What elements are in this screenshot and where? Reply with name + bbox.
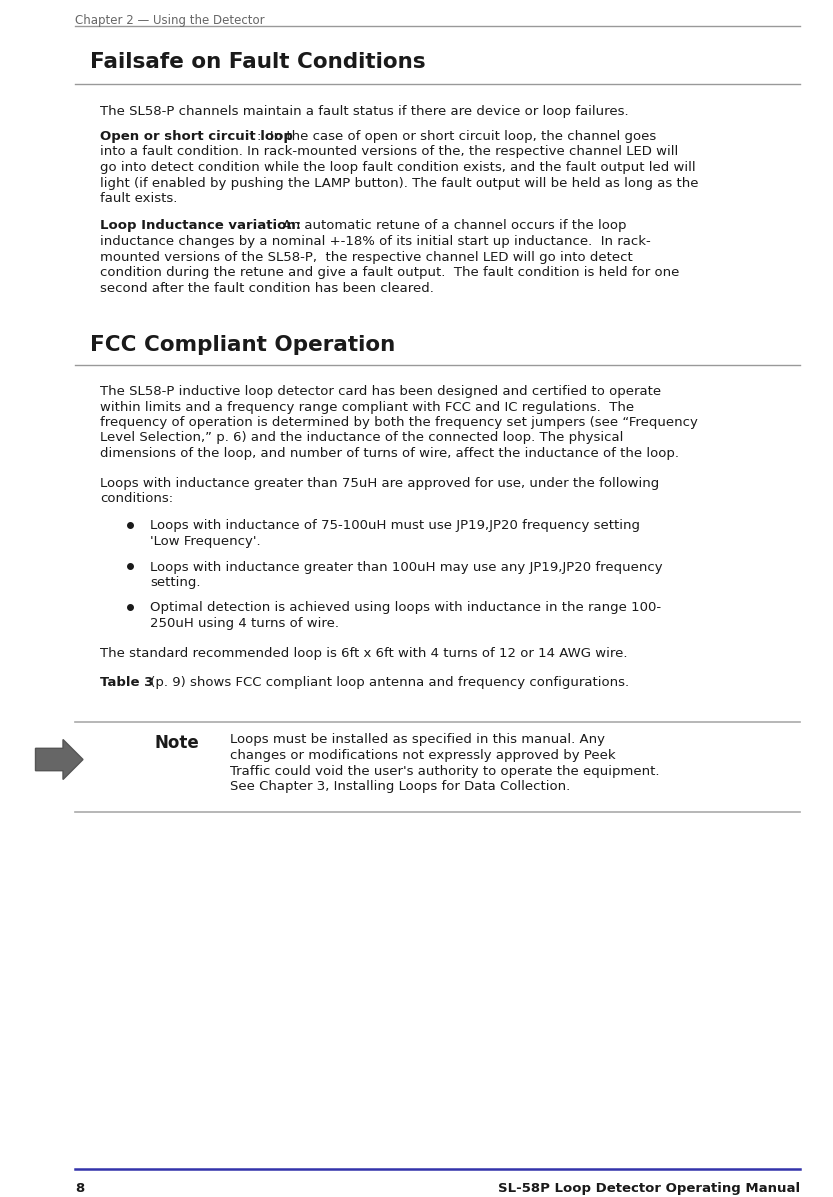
Text: SL-58P Loop Detector Operating Manual: SL-58P Loop Detector Operating Manual <box>498 1181 800 1195</box>
Text: conditions:: conditions: <box>100 492 173 505</box>
Polygon shape <box>36 740 83 779</box>
Text: Traffic could void the user's authority to operate the equipment.: Traffic could void the user's authority … <box>230 765 660 778</box>
Text: condition during the retune and give a fault output.  The fault condition is hel: condition during the retune and give a f… <box>100 266 680 279</box>
Text: mounted versions of the SL58-P,  the respective channel LED will go into detect: mounted versions of the SL58-P, the resp… <box>100 250 633 263</box>
Text: go into detect condition while the loop fault condition exists, and the fault ou: go into detect condition while the loop … <box>100 162 696 174</box>
Text: fault exists.: fault exists. <box>100 192 177 205</box>
Text: FCC Compliant Operation: FCC Compliant Operation <box>90 335 395 356</box>
Text: Table 3: Table 3 <box>100 676 153 689</box>
Text: dimensions of the loop, and number of turns of wire, affect the inductance of th: dimensions of the loop, and number of tu… <box>100 446 679 460</box>
Text: into a fault condition. In rack-mounted versions of the, the respective channel : into a fault condition. In rack-mounted … <box>100 146 678 158</box>
Text: Chapter 2 — Using the Detector: Chapter 2 — Using the Detector <box>75 14 265 28</box>
Text: The standard recommended loop is 6ft x 6ft with 4 turns of 12 or 14 AWG wire.: The standard recommended loop is 6ft x 6… <box>100 646 627 660</box>
Text: 8: 8 <box>75 1181 84 1195</box>
Text: Loop Inductance variation:: Loop Inductance variation: <box>100 219 301 232</box>
Text: Level Selection,” p. 6) and the inductance of the connected loop. The physical: Level Selection,” p. 6) and the inductan… <box>100 431 623 444</box>
Text: (p. 9) shows FCC compliant loop antenna and frequency configurations.: (p. 9) shows FCC compliant loop antenna … <box>146 676 629 689</box>
Text: inductance changes by a nominal +-18% of its initial start up inductance.  In ra: inductance changes by a nominal +-18% of… <box>100 235 651 248</box>
Text: Loops with inductance of 75-100uH must use JP19,JP20 frequency setting: Loops with inductance of 75-100uH must u… <box>150 519 640 533</box>
Text: :  In the case of open or short circuit loop, the channel goes: : In the case of open or short circuit l… <box>257 130 656 142</box>
Text: second after the fault condition has been cleared.: second after the fault condition has bee… <box>100 281 434 294</box>
Text: Failsafe on Fault Conditions: Failsafe on Fault Conditions <box>90 51 426 72</box>
Text: light (if enabled by pushing the LAMP button). The fault output will be held as : light (if enabled by pushing the LAMP bu… <box>100 176 699 189</box>
Text: frequency of operation is determined by both the frequency set jumpers (see “Fre: frequency of operation is determined by … <box>100 417 698 429</box>
Text: Loops with inductance greater than 75uH are approved for use, under the followin: Loops with inductance greater than 75uH … <box>100 476 659 490</box>
Text: The SL58-P inductive loop detector card has been designed and certified to opera: The SL58-P inductive loop detector card … <box>100 385 661 397</box>
Text: See Chapter 3, Installing Loops for Data Collection.: See Chapter 3, Installing Loops for Data… <box>230 780 571 792</box>
Text: Loops with inductance greater than 100uH may use any JP19,JP20 frequency: Loops with inductance greater than 100uH… <box>150 560 662 573</box>
Text: within limits and a frequency range compliant with FCC and IC regulations.  The: within limits and a frequency range comp… <box>100 401 634 413</box>
Text: changes or modifications not expressly approved by Peek: changes or modifications not expressly a… <box>230 749 616 762</box>
Text: setting.: setting. <box>150 576 201 589</box>
Text: 250uH using 4 turns of wire.: 250uH using 4 turns of wire. <box>150 616 339 630</box>
Text: Note: Note <box>155 734 200 752</box>
Text: Loops must be installed as specified in this manual. Any: Loops must be installed as specified in … <box>230 734 605 747</box>
Text: The SL58-P channels maintain a fault status if there are device or loop failures: The SL58-P channels maintain a fault sta… <box>100 105 629 119</box>
Text: An automatic retune of a channel occurs if the loop: An automatic retune of a channel occurs … <box>274 219 626 232</box>
Text: Optimal detection is achieved using loops with inductance in the range 100-: Optimal detection is achieved using loop… <box>150 602 661 614</box>
Text: Open or short circuit loop: Open or short circuit loop <box>100 130 293 142</box>
Text: 'Low Frequency'.: 'Low Frequency'. <box>150 535 261 548</box>
